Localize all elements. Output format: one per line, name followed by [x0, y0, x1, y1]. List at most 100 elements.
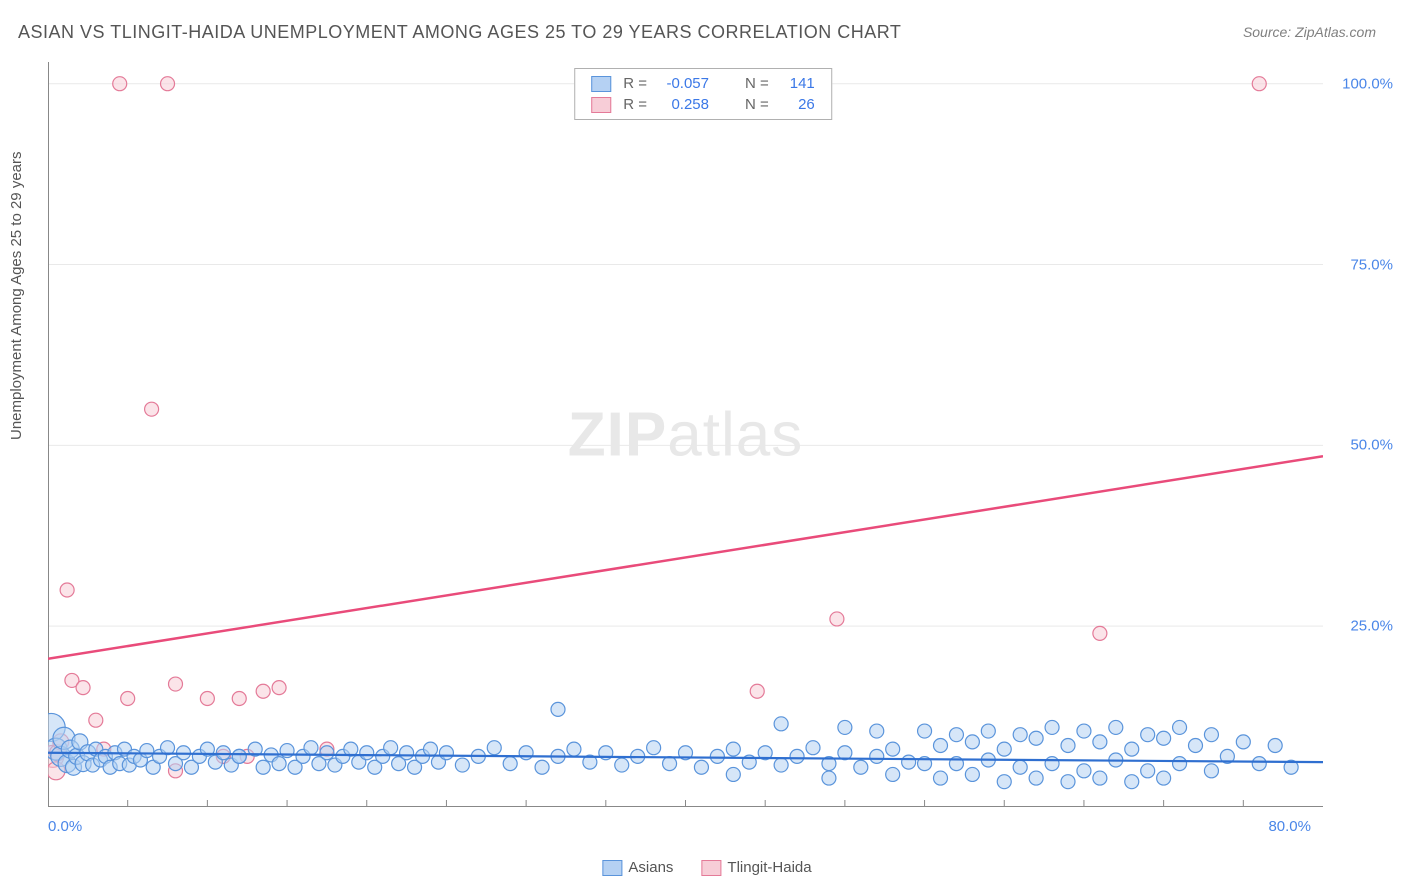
asians-point — [806, 741, 820, 755]
asians-point — [694, 760, 708, 774]
asians-point — [455, 758, 469, 772]
asians-point — [1029, 731, 1043, 745]
asians-point — [1189, 739, 1203, 753]
legend-n-label: N = — [739, 73, 775, 94]
asians-point — [519, 746, 533, 760]
legend-stat-row: R =0.258 N =26 — [585, 94, 821, 115]
asians-point — [1173, 757, 1187, 771]
asians-point — [710, 749, 724, 763]
asians-point — [1204, 764, 1218, 778]
legend-r-value: -0.057 — [653, 73, 715, 94]
asians-point — [934, 739, 948, 753]
tlingit-point — [76, 681, 90, 695]
legend-n-value: 26 — [775, 94, 821, 115]
asians-point — [965, 767, 979, 781]
asians-point — [232, 749, 246, 763]
asians-point — [1077, 764, 1091, 778]
tlingit-trendline — [48, 456, 1323, 659]
asians-point — [647, 741, 661, 755]
asians-point — [870, 724, 884, 738]
asians-point — [1077, 724, 1091, 738]
asians-point — [320, 746, 334, 760]
legend-swatch — [591, 97, 611, 113]
asians-point — [949, 728, 963, 742]
asians-point — [1157, 771, 1171, 785]
asians-point — [1029, 771, 1043, 785]
asians-point — [1252, 757, 1266, 771]
asians-point — [1141, 764, 1155, 778]
asians-point — [1045, 720, 1059, 734]
asians-point — [997, 742, 1011, 756]
asians-point — [965, 735, 979, 749]
asians-point — [726, 767, 740, 781]
asians-point — [1013, 760, 1027, 774]
asians-point — [726, 742, 740, 756]
asians-point — [790, 749, 804, 763]
y-tick-label: 50.0% — [1350, 437, 1393, 454]
asians-point — [551, 702, 565, 716]
legend-series-label: Tlingit-Haida — [727, 859, 811, 876]
asians-point — [1061, 739, 1075, 753]
legend-n-label: N = — [739, 94, 775, 115]
tlingit-points — [48, 77, 1266, 780]
tlingit-point — [121, 692, 135, 706]
asians-point — [1268, 739, 1282, 753]
tlingit-point — [1093, 626, 1107, 640]
asians-point — [439, 746, 453, 760]
asians-point — [1093, 735, 1107, 749]
asians-point — [1061, 775, 1075, 789]
asians-point — [256, 760, 270, 774]
asians-point — [360, 746, 374, 760]
asians-point — [1173, 720, 1187, 734]
asians-point — [487, 741, 501, 755]
y-axis-label: Unemployment Among Ages 25 to 29 years — [8, 151, 25, 440]
tlingit-point — [89, 713, 103, 727]
tlingit-point — [113, 77, 127, 91]
legend-series-label: Asians — [628, 859, 673, 876]
asians-point — [384, 741, 398, 755]
tlingit-point — [750, 684, 764, 698]
tlingit-point — [60, 583, 74, 597]
asians-point — [304, 741, 318, 755]
legend-swatch — [602, 860, 622, 876]
plot-area: 25.0%50.0%75.0%100.0% 0.0% 80.0% ZIPatla… — [48, 62, 1323, 807]
tlingit-point — [161, 77, 175, 91]
asians-point — [1045, 757, 1059, 771]
legend-r-value: 0.258 — [653, 94, 715, 115]
asians-point — [870, 749, 884, 763]
asians-point — [1093, 771, 1107, 785]
asians-point — [1125, 775, 1139, 789]
y-tick-label: 100.0% — [1342, 75, 1393, 92]
legend-r-label: R = — [617, 73, 653, 94]
asians-point — [1157, 731, 1171, 745]
y-tick-label: 75.0% — [1350, 256, 1393, 273]
source-label: Source: ZipAtlas.com — [1243, 24, 1376, 40]
asians-point — [854, 760, 868, 774]
tlingit-point — [256, 684, 270, 698]
legend-n-value: 141 — [775, 73, 821, 94]
asians-point — [838, 720, 852, 734]
asians-point — [886, 742, 900, 756]
chart-title: ASIAN VS TLINGIT-HAIDA UNEMPLOYMENT AMON… — [18, 22, 901, 43]
asians-point — [774, 717, 788, 731]
legend-swatch — [591, 76, 611, 92]
asians-point — [567, 742, 581, 756]
tlingit-point — [830, 612, 844, 626]
legend-r-label: R = — [617, 94, 653, 115]
asians-point — [934, 771, 948, 785]
legend-swatch — [701, 860, 721, 876]
asians-point — [216, 746, 230, 760]
scatter-chart — [48, 62, 1323, 807]
asians-point — [503, 757, 517, 771]
asians-point — [424, 742, 438, 756]
x-tick-max: 80.0% — [1268, 818, 1311, 835]
y-tick-label: 25.0% — [1350, 618, 1393, 635]
asians-point — [663, 757, 677, 771]
asians-point — [774, 758, 788, 772]
asians-point — [400, 746, 414, 760]
asians-point — [272, 757, 286, 771]
asians-point — [918, 724, 932, 738]
asians-point — [981, 724, 995, 738]
asians-point — [886, 767, 900, 781]
legend-stats: R =-0.057 N =141 R =0.258 N =26 — [574, 68, 832, 120]
